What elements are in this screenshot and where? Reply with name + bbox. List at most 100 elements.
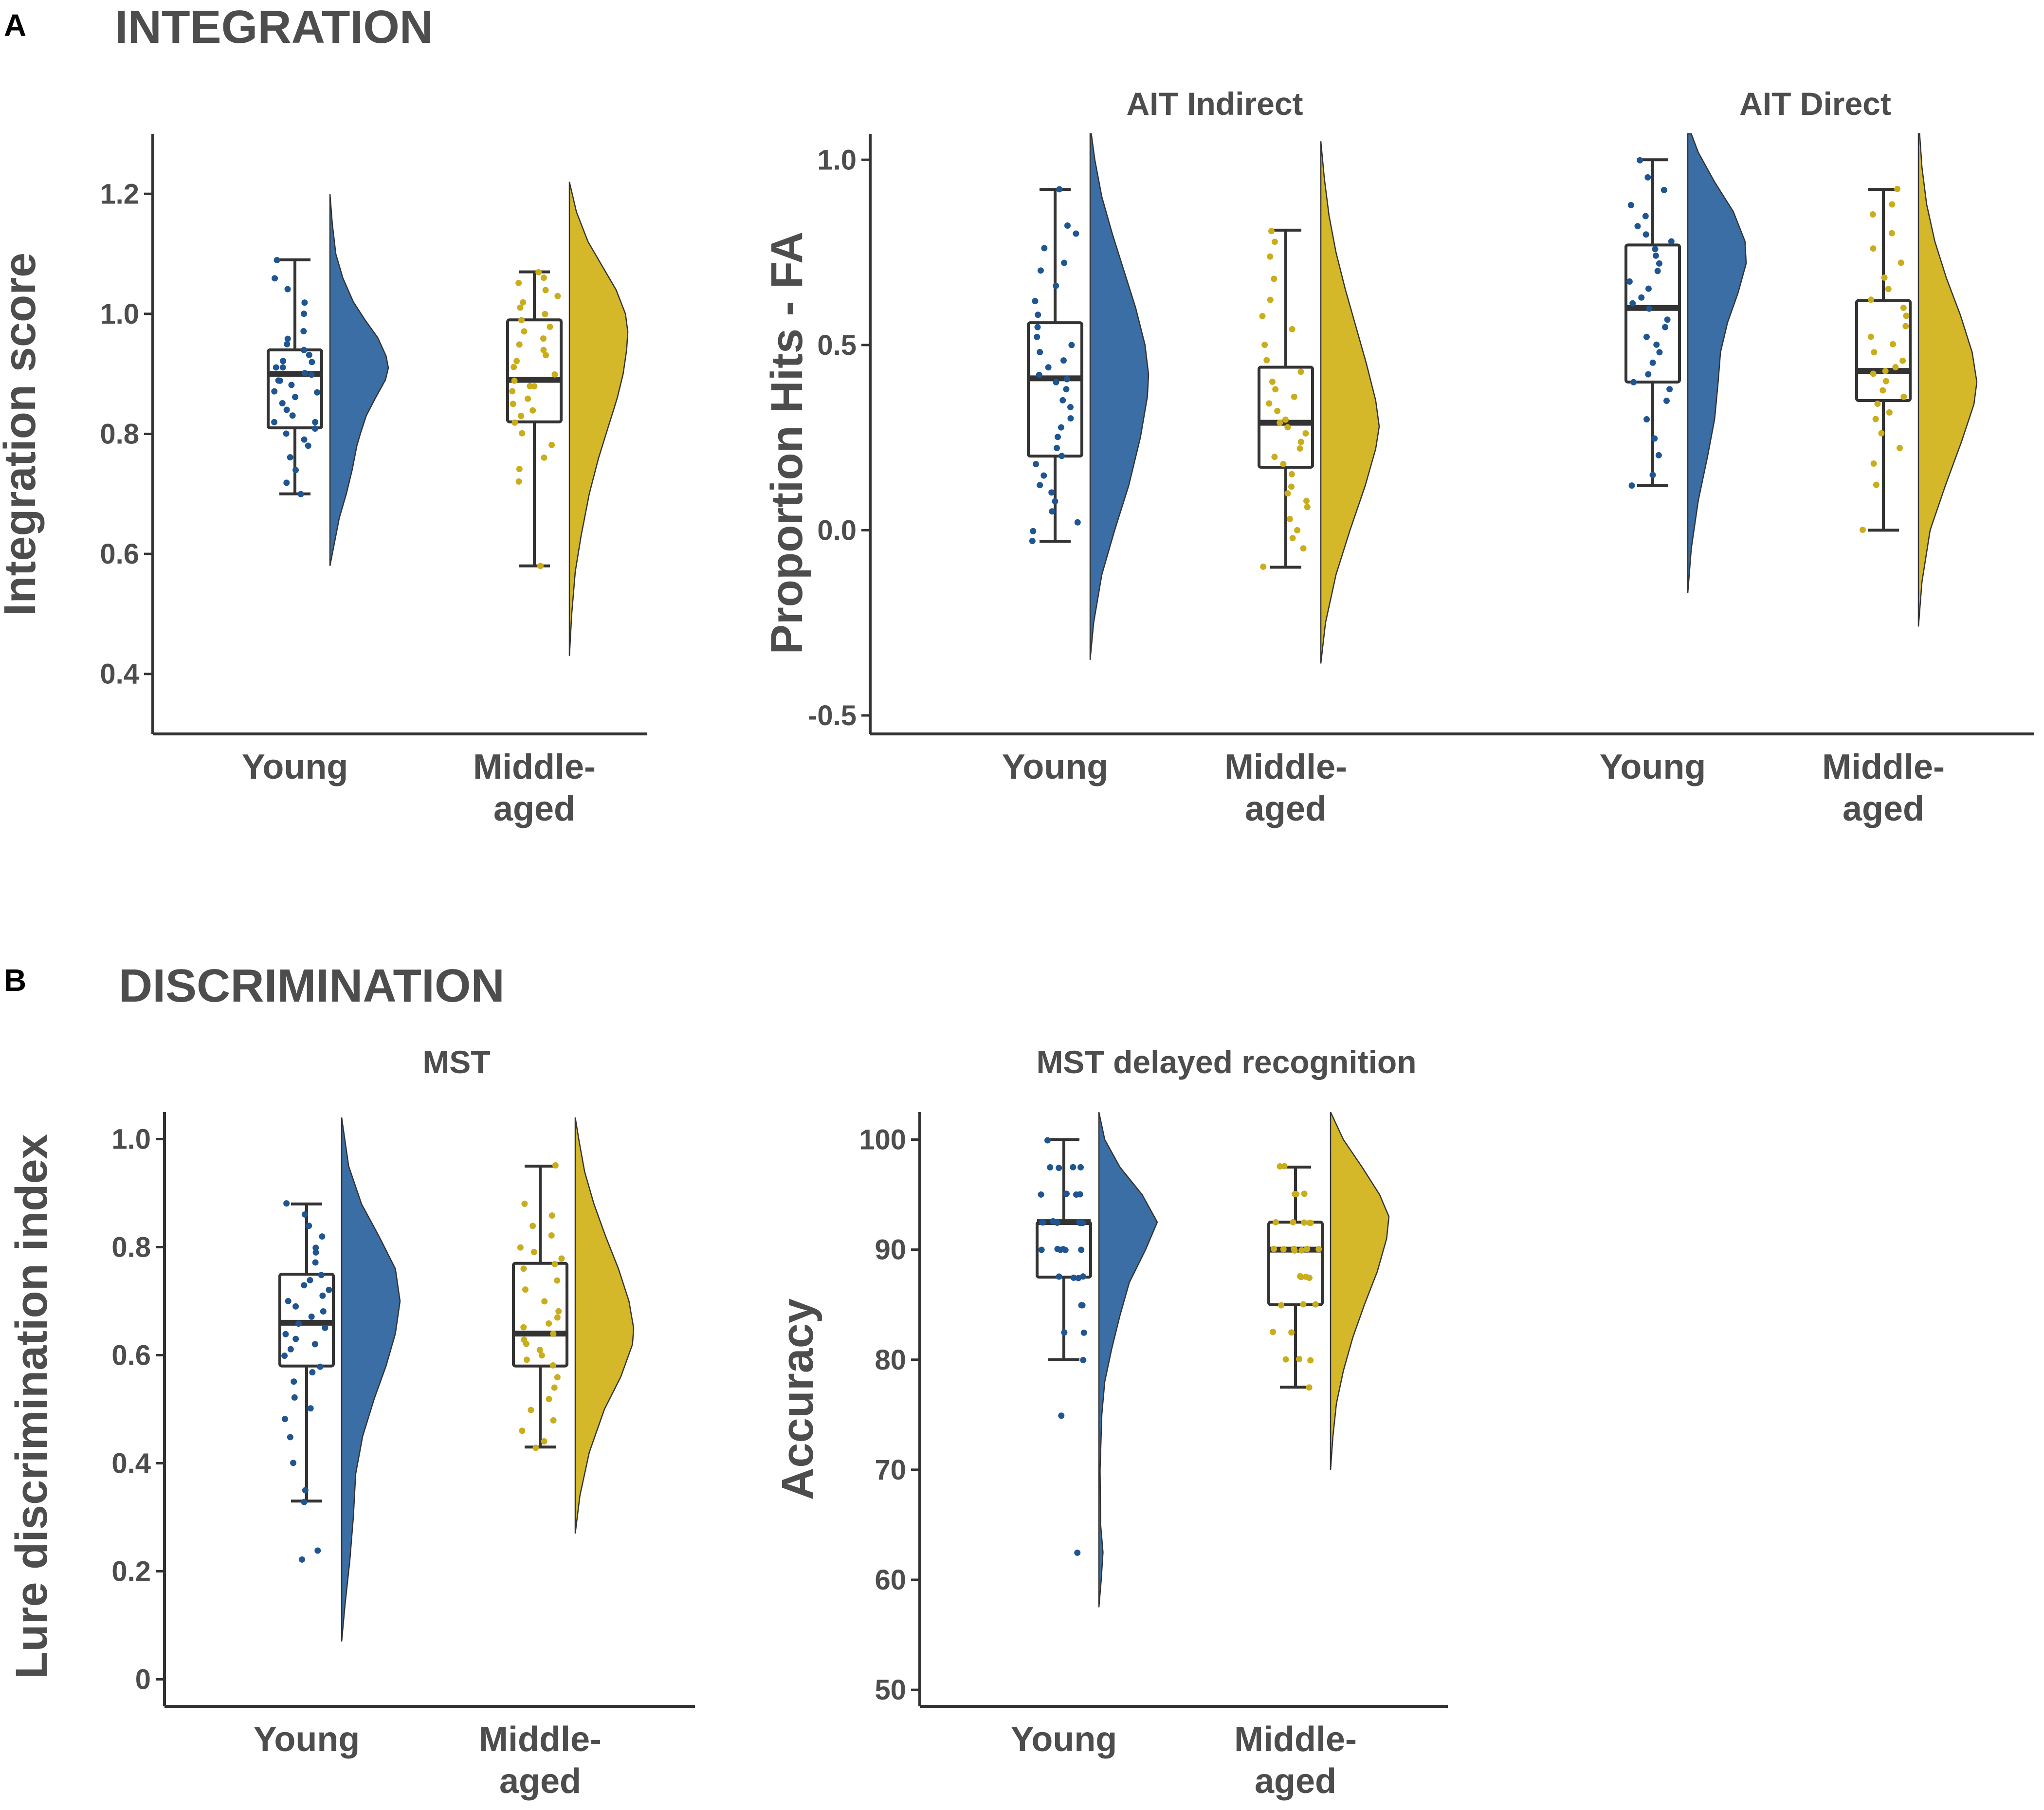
mst-delayed-mst-delayed-recognition-young-point xyxy=(1054,1245,1061,1252)
ait-ait-indirect-young-point xyxy=(1058,453,1065,459)
ait-ait-direct-middle-aged-point xyxy=(1894,185,1901,192)
ait-ait-indirect-young-point xyxy=(1053,282,1059,289)
ait-ait-direct-young-point xyxy=(1629,300,1636,307)
mst-mst-middle-aged-point xyxy=(546,1396,552,1403)
panel-b-title: DISCRIMINATION xyxy=(119,960,505,1012)
ait-ait-indirect-middle-aged-point xyxy=(1266,400,1273,407)
mst-delayed-mst-delayed-recognition-middle-aged-point xyxy=(1271,1245,1278,1252)
ait-ait-direct-middle-aged-point xyxy=(1902,323,1909,329)
mst-delayed-mst-delayed-recognition-young-point xyxy=(1077,1164,1084,1170)
mst-mst-middle-aged-box xyxy=(512,1262,568,1368)
ait-ait-indirect-middle-aged-point xyxy=(1286,515,1293,522)
mst-delayed-mst-delayed-recognition-middle-aged-point xyxy=(1277,1163,1283,1170)
mst-ylabel: Lure discrimination index xyxy=(7,1134,56,1679)
ait-ait-direct-middle-aged-point xyxy=(1899,357,1906,364)
ait-ait-direct-young-point xyxy=(1668,238,1675,245)
mst-mst-middle-aged-point xyxy=(552,1162,559,1169)
integration-main-middle-aged-xtick-label: Middle- xyxy=(473,748,596,786)
integration-main-middle-aged-point xyxy=(518,413,525,420)
ait-ait-indirect-young-point xyxy=(1053,379,1059,385)
ait-ait-indirect-young-point xyxy=(1037,349,1043,356)
mst-delayed-mst-delayed-recognition-middle-aged-point xyxy=(1288,1329,1295,1336)
ait-ait-indirect-middle-aged-point xyxy=(1294,527,1301,533)
integration-main-middle-aged-xtick-label: aged xyxy=(493,789,575,828)
ait-ait-indirect-middle-aged-point xyxy=(1259,313,1266,320)
integration-main-middle-aged-point xyxy=(551,371,558,378)
integration-main-young-point xyxy=(292,467,299,474)
ait-ait-indirect-middle-aged-point xyxy=(1269,378,1276,385)
ait-ait-indirect-middle-aged-point xyxy=(1297,439,1304,445)
integration-main-young-point xyxy=(288,382,295,388)
ait-ait-indirect-middle-aged-point xyxy=(1272,386,1279,393)
mst-mst-middle-aged-xtick-label: aged xyxy=(499,1762,581,1801)
mst-delayed-mst-delayed-recognition-young-point xyxy=(1038,1246,1045,1253)
ait-ait-indirect-middle-aged-point xyxy=(1291,393,1297,400)
ait-ait-direct-young-point xyxy=(1663,398,1670,404)
ait-ytick-label: 0.0 xyxy=(817,514,857,546)
integration-main-middle-aged-point xyxy=(542,311,548,317)
mst-delayed-mst-delayed-recognition-middle-aged-point xyxy=(1278,1302,1285,1309)
mst-delayed-mst-delayed-recognition-middle-aged-point xyxy=(1272,1219,1279,1225)
mst-mst-young-point xyxy=(326,1286,332,1293)
mst-mst-middle-aged-cloud xyxy=(574,1117,635,1534)
integration-main-middle-aged-point xyxy=(535,269,542,275)
mst-mst-young-point xyxy=(302,1487,309,1494)
mst-mst-middle-aged-point xyxy=(522,1286,529,1293)
panel-a-title: INTEGRATION xyxy=(115,1,433,53)
mst-mst-young-point xyxy=(291,1394,298,1401)
mst-mst-young-point xyxy=(308,1313,315,1320)
ait-ait-direct-young-point xyxy=(1653,341,1660,348)
ait-ait-direct-young-box xyxy=(1624,243,1681,384)
ait-ait-indirect-young-point xyxy=(1049,508,1056,515)
integration-main-middle-aged-point xyxy=(518,317,525,324)
ait-ait-indirect-young-point xyxy=(1074,519,1081,526)
mst-delayed-ytick-label: 50 xyxy=(875,1674,906,1706)
ait-ait-direct-middle-aged-point xyxy=(1868,296,1875,303)
ait-ait-direct-young-point xyxy=(1656,349,1663,356)
ait-ait-direct-young-point xyxy=(1661,324,1668,330)
facet-title-ait-direct: AIT Direct xyxy=(1739,86,1891,122)
integration-main-young-point xyxy=(289,412,296,419)
integration-main-young-point xyxy=(280,358,287,365)
mst-mst-young-cloud xyxy=(341,1117,401,1642)
integration-main-middle-aged-point xyxy=(515,478,522,485)
ait-ait-direct-young-point xyxy=(1642,231,1649,238)
integration-main-middle-aged-point xyxy=(520,299,527,306)
ait-ait-direct-young-point xyxy=(1656,260,1662,267)
ait-ytick-label: 1.0 xyxy=(817,144,857,176)
ait-ait-direct-young-point xyxy=(1630,379,1637,385)
facet-title-ait-indirect: AIT Indirect xyxy=(1126,86,1303,122)
integration-main-young-point xyxy=(273,364,279,371)
mst-delayed-mst-delayed-recognition-young-point xyxy=(1039,1219,1046,1225)
ait-ait-indirect-middle-aged-point xyxy=(1284,424,1291,431)
ait-ait-direct-middle-aged-point xyxy=(1869,211,1876,218)
mst-delayed-mst-delayed-recognition-middle-aged-xtick-label: Middle- xyxy=(1234,1720,1357,1759)
ait-ylabel: Proportion Hits - FA xyxy=(762,232,812,655)
integration-main-middle-aged-point xyxy=(531,383,538,390)
ait-ait-direct-young-point xyxy=(1651,435,1658,442)
mst-mst-young-point xyxy=(301,1499,308,1505)
mst-delayed-ylabel: Accuracy xyxy=(773,1298,822,1500)
mst-mst-young-point xyxy=(282,1331,289,1337)
integration-main-young-box xyxy=(267,348,323,430)
mst-delayed-mst-delayed-recognition-young-point xyxy=(1070,1274,1077,1281)
mst-delayed-mst-delayed-recognition-middle-aged-point xyxy=(1296,1355,1303,1362)
ait-ait-direct-middle-aged-point xyxy=(1870,370,1877,377)
mst-mst-middle-aged-point xyxy=(530,1249,537,1256)
mst-mst-middle-aged-point xyxy=(538,1352,545,1359)
ait-ait-indirect-young-point xyxy=(1037,482,1043,489)
ait-ait-indirect-middle-aged-point xyxy=(1271,275,1278,282)
ait-ait-indirect-middle-aged-point xyxy=(1297,368,1304,375)
mst-mst-middle-aged-point xyxy=(558,1255,565,1262)
mst-mst-young-point xyxy=(307,1277,313,1283)
mst-mst-young-point xyxy=(307,1405,314,1412)
mst-delayed-mst-delayed-recognition-middle-aged-point xyxy=(1291,1245,1297,1252)
mst-mst-young-point xyxy=(283,1200,290,1207)
mst-mst-young-point xyxy=(290,1460,297,1466)
ait-ait-direct-middle-aged-point xyxy=(1882,378,1889,384)
ait-ait-direct-middle-aged-box xyxy=(1855,299,1912,402)
ait-ait-direct-young-point xyxy=(1634,223,1641,230)
integration-main-middle-aged-point xyxy=(511,419,518,426)
ait-ait-indirect-middle-aged-point xyxy=(1277,420,1283,426)
integration-main-middle-aged-point xyxy=(542,287,549,293)
